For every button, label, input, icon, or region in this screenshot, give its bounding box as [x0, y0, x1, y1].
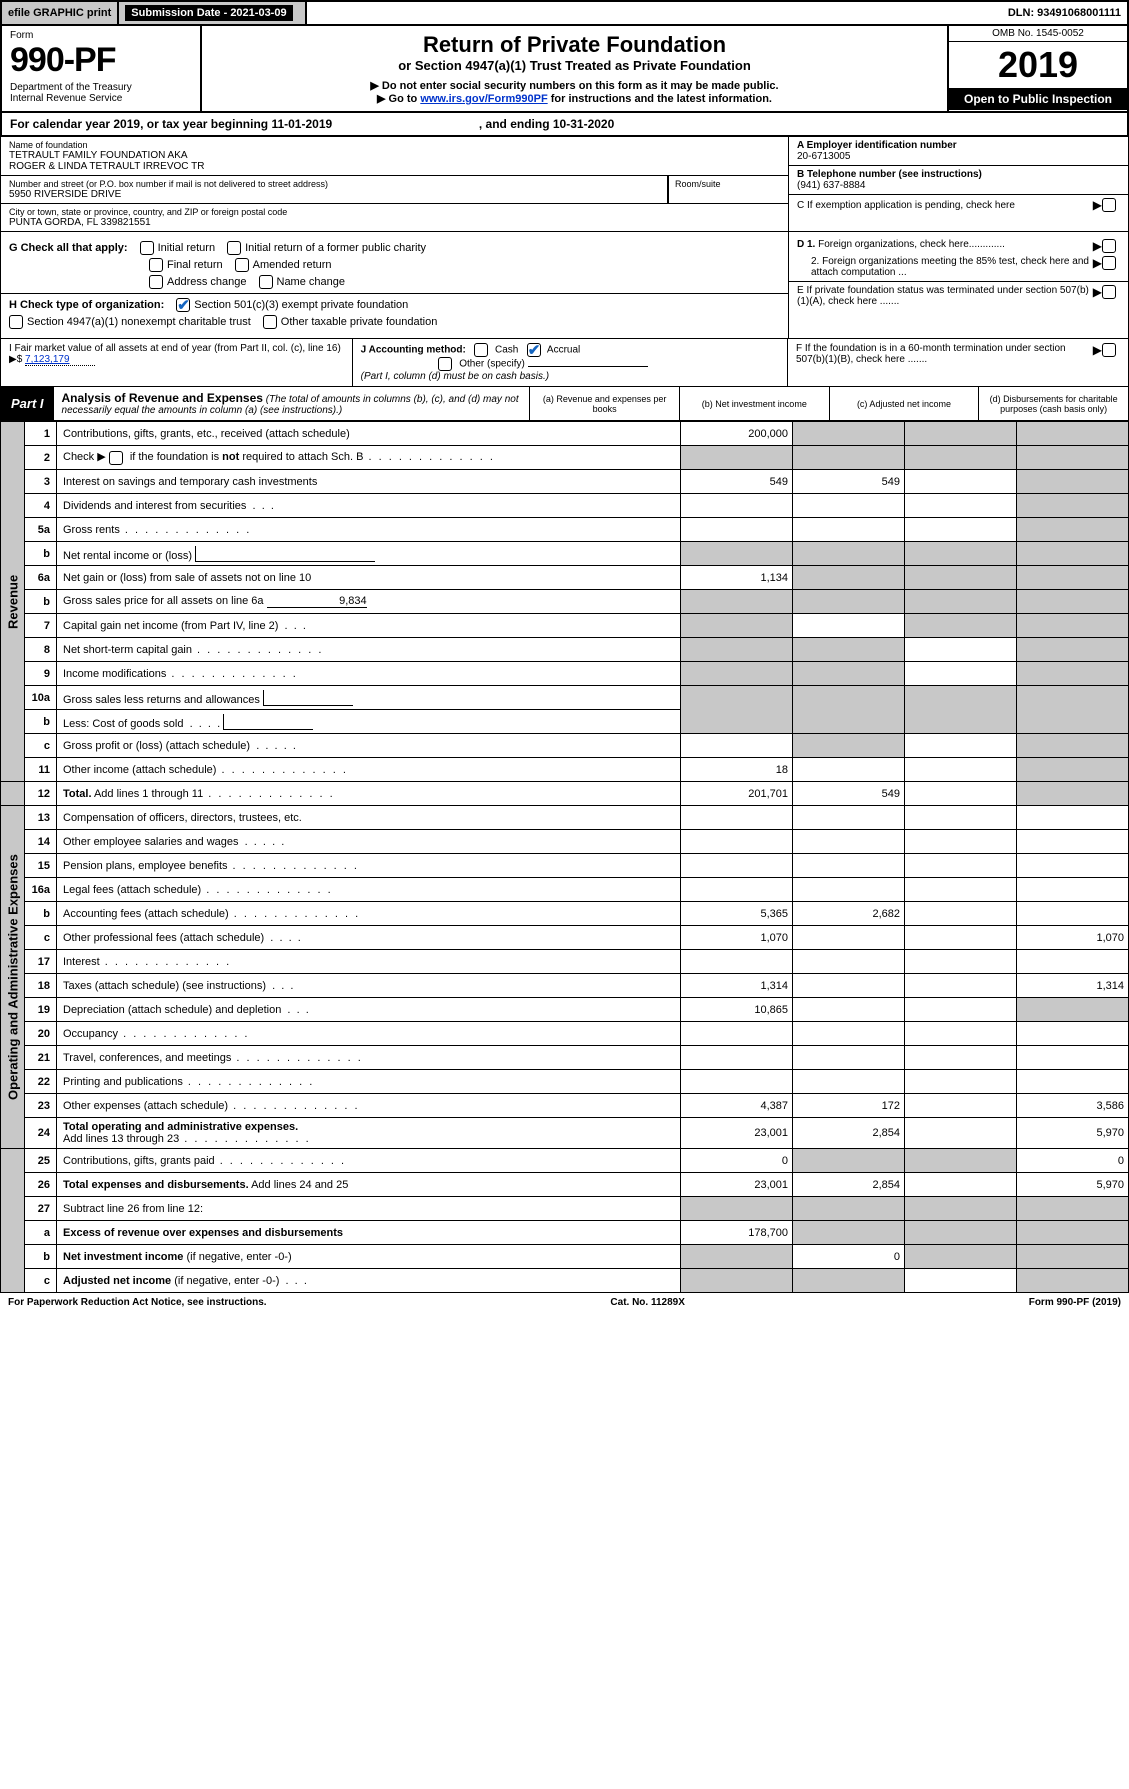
room-label: Room/suite	[668, 176, 788, 203]
submission-date: Submission Date - 2021-03-09	[119, 2, 306, 24]
g-name[interactable]	[259, 275, 273, 289]
g-amended[interactable]	[235, 258, 249, 272]
dln: DLN: 93491068001111	[1002, 2, 1127, 24]
h-501c3[interactable]	[176, 298, 190, 312]
section-i: I Fair market value of all assets at end…	[1, 339, 353, 386]
omb: OMB No. 1545-0052	[949, 26, 1127, 42]
g-initial-former[interactable]	[227, 241, 241, 255]
col-d: (d) Disbursements for charitable purpose…	[978, 387, 1128, 420]
top-bar: efile GRAPHIC print Submission Date - 20…	[0, 0, 1129, 26]
sidebar-revenue: Revenue	[1, 422, 25, 782]
g-final[interactable]	[149, 258, 163, 272]
c-checkbox[interactable]	[1102, 198, 1116, 212]
part1-columns: (a) Revenue and expenses per books (b) N…	[530, 387, 1128, 420]
footer-mid: Cat. No. 11289X	[610, 1297, 684, 1308]
note-goto: ▶ Go to www.irs.gov/Form990PF for instru…	[212, 92, 937, 105]
form-number: 990-PF	[10, 41, 192, 80]
form-header: Form 990-PF Department of the Treasury I…	[0, 26, 1129, 113]
col-a: (a) Revenue and expenses per books	[530, 387, 679, 420]
info-right: A Employer identification number20-67130…	[788, 137, 1128, 231]
h-4947[interactable]	[9, 315, 23, 329]
g-label: G Check all that apply:	[9, 242, 128, 254]
col-c: (c) Adjusted net income	[829, 387, 979, 420]
checks-left: G Check all that apply: Initial return I…	[1, 232, 788, 338]
city: PUNTA GORDA, FL 339821551	[9, 217, 780, 228]
section-f: F If the foundation is in a 60-month ter…	[788, 339, 1128, 386]
city-label: City or town, state or province, country…	[9, 207, 780, 217]
g-address[interactable]	[149, 275, 163, 289]
name-label: Name of foundation	[9, 140, 780, 150]
g-initial[interactable]	[140, 241, 154, 255]
note-ssn: ▶ Do not enter social security numbers o…	[212, 79, 937, 92]
sidebar-expenses: Operating and Administrative Expenses	[1, 806, 25, 1149]
j-cash[interactable]	[474, 343, 488, 357]
col-b: (b) Net investment income	[679, 387, 829, 420]
ij-row: I Fair market value of all assets at end…	[0, 339, 1129, 387]
form-word: Form	[10, 30, 192, 41]
e-label: E If private foundation status was termi…	[797, 285, 1093, 307]
footer-right: Form 990-PF (2019)	[1029, 1297, 1121, 1308]
c-label: C If exemption application is pending, c…	[797, 200, 1015, 211]
addr: 5950 RIVERSIDE DRIVE	[9, 189, 659, 200]
foundation-name: TETRAULT FAMILY FOUNDATION AKA ROGER & L…	[9, 150, 780, 172]
footer: For Paperwork Reduction Act Notice, see …	[0, 1293, 1129, 1312]
open-public: Open to Public Inspection	[949, 88, 1127, 110]
submission-date-label: Submission Date - 2021-03-09	[125, 5, 292, 21]
dept: Department of the Treasury Internal Reve…	[10, 82, 192, 104]
ein-label: A Employer identification number	[797, 140, 957, 151]
phone-label: B Telephone number (see instructions)	[797, 169, 982, 180]
phone: (941) 637-8884	[797, 180, 865, 191]
checks-block: G Check all that apply: Initial return I…	[0, 232, 1129, 339]
d1-checkbox[interactable]	[1102, 239, 1116, 253]
part1-title: Analysis of Revenue and Expenses (The to…	[54, 387, 531, 420]
form-link[interactable]: www.irs.gov/Form990PF	[420, 93, 547, 105]
ein: 20-6713005	[797, 151, 850, 162]
section-j: J Accounting method: Cash Accrual Other …	[353, 339, 788, 386]
efile-label: efile GRAPHIC print	[2, 2, 119, 24]
main-table: Revenue 1Contributions, gifts, grants, e…	[0, 421, 1129, 1293]
form-title: Return of Private Foundation	[212, 32, 937, 58]
addr-label: Number and street (or P.O. box number if…	[9, 179, 659, 189]
info-block: Name of foundation TETRAULT FAMILY FOUND…	[0, 137, 1129, 232]
header-right: OMB No. 1545-0052 2019 Open to Public In…	[947, 26, 1127, 111]
fmv-link[interactable]: 7,123,179	[25, 354, 95, 366]
year-begin: 11-01-2019	[271, 117, 332, 131]
header-left: Form 990-PF Department of the Treasury I…	[2, 26, 202, 111]
calendar-year-row: For calendar year 2019, or tax year begi…	[0, 113, 1129, 137]
h-label: H Check type of organization:	[9, 299, 164, 311]
part1-header: Part I Analysis of Revenue and Expenses …	[0, 387, 1129, 421]
h-other[interactable]	[263, 315, 277, 329]
d2-checkbox[interactable]	[1102, 256, 1116, 270]
info-left: Name of foundation TETRAULT FAMILY FOUND…	[1, 137, 788, 231]
f-checkbox[interactable]	[1102, 343, 1116, 357]
year-end: 10-31-2020	[553, 117, 614, 131]
header-mid: Return of Private Foundation or Section …	[202, 26, 947, 111]
form-subtitle: or Section 4947(a)(1) Trust Treated as P…	[212, 58, 937, 73]
e-checkbox[interactable]	[1102, 285, 1116, 299]
schb-checkbox[interactable]	[109, 451, 123, 465]
tax-year: 2019	[949, 42, 1127, 88]
part1-label: Part I	[1, 387, 54, 420]
footer-left: For Paperwork Reduction Act Notice, see …	[8, 1297, 267, 1308]
j-other[interactable]	[438, 357, 452, 371]
checks-right: D 1. D 1. Foreign organizations, check h…	[788, 232, 1128, 338]
j-accrual[interactable]	[527, 343, 541, 357]
